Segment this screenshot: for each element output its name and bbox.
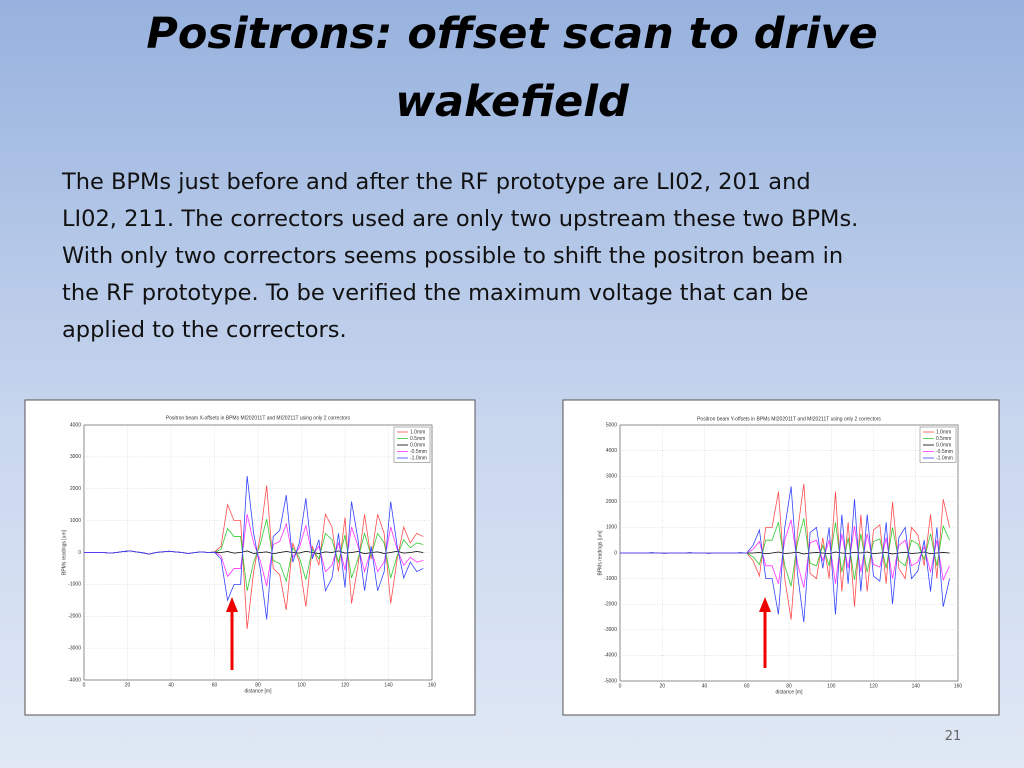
body-text: LI02, 211. The correctors used are only … (62, 206, 858, 232)
y-tick-label: -4000 (604, 653, 617, 659)
x-axis-label: distance [m] (776, 689, 804, 695)
legend-label: -1.0mm (936, 455, 953, 461)
y-tick-label: 4000 (606, 448, 617, 454)
legend-label: -1.0mm (410, 455, 427, 461)
legend-label: 0.5mm (410, 436, 425, 442)
y-tick-label: -1000 (604, 576, 617, 582)
y-tick-label: -2000 (604, 602, 617, 608)
body-text: With only two correctors seems possible … (62, 243, 843, 269)
y-tick-label: -5000 (604, 678, 617, 684)
chart-title: Positron beam X-offsets in BPMs MI202011… (166, 415, 351, 421)
x-tick-label: 0 (83, 682, 86, 688)
x-tick-label: 120 (341, 682, 350, 688)
x-tick-label: 100 (297, 682, 306, 688)
y-axis-label: BPMs readings [um] (61, 529, 67, 575)
x-tick-label: 140 (384, 682, 393, 688)
y-tick-label: 4000 (70, 422, 81, 428)
x-tick-label: 60 (744, 683, 750, 689)
x-tick-label: 140 (912, 683, 921, 689)
arrow (226, 597, 238, 670)
x-tick-label: 40 (702, 683, 708, 689)
y-tick-label: 0 (78, 550, 81, 556)
y-tick-label: 3000 (606, 474, 617, 480)
legend-label: -0.5mm (936, 449, 953, 455)
legend-label: 0.0mm (936, 442, 951, 448)
y-tick-label: -1000 (68, 582, 81, 588)
y-tick-label: 1000 (606, 525, 617, 531)
y-tick-label: 0 (614, 550, 617, 556)
x-tick-label: 60 (212, 682, 218, 688)
x-tick-label: 160 (428, 682, 437, 688)
series-line (620, 486, 950, 623)
y-tick-label: 2000 (606, 499, 617, 505)
y-tick-label: 3000 (70, 454, 81, 460)
x-tick-label: 20 (659, 683, 665, 689)
x-tick-label: 100 (827, 683, 836, 689)
x-tick-label: 0 (619, 683, 622, 689)
y-tick-label: -2000 (68, 614, 81, 620)
x-tick-label: 80 (255, 682, 261, 688)
series-line (84, 475, 424, 620)
x-tick-label: 160 (954, 683, 963, 689)
y-tick-label: -3000 (604, 627, 617, 633)
page-number: 21 (945, 729, 962, 744)
arrow (759, 597, 771, 668)
y-tick-label: -3000 (68, 645, 81, 651)
x-tick-label: 120 (869, 683, 878, 689)
legend-label: 1.0mm (936, 429, 951, 435)
legend-label: 0.5mm (936, 436, 951, 442)
y-tick-label: 1000 (70, 518, 81, 524)
y-axis-label: BPMs readings [um] (597, 530, 603, 576)
body-text: the RF prototype. To be verified the max… (62, 280, 808, 306)
legend-label: 1.0mm (410, 429, 425, 435)
x-tick-label: 20 (125, 682, 131, 688)
x-tick-label: 80 (786, 683, 792, 689)
body-text: The BPMs just before and after the RF pr… (61, 169, 811, 195)
x-axis-label: distance [m] (245, 688, 273, 694)
chart-title: Positron beam Y-offsets in BPMs MI202011… (697, 416, 881, 422)
y-tick-label: -4000 (68, 677, 81, 683)
y-tick-label: 2000 (70, 486, 81, 492)
x-tick-label: 40 (168, 682, 174, 688)
legend-label: -0.5mm (410, 449, 427, 455)
legend-label: 0.0mm (410, 442, 425, 448)
slide-title: wakefield (395, 77, 630, 127)
y-tick-label: 5000 (606, 422, 617, 428)
slide-title: Positrons: offset scan to drive (146, 9, 877, 59)
body-text: applied to the correctors. (62, 317, 347, 343)
